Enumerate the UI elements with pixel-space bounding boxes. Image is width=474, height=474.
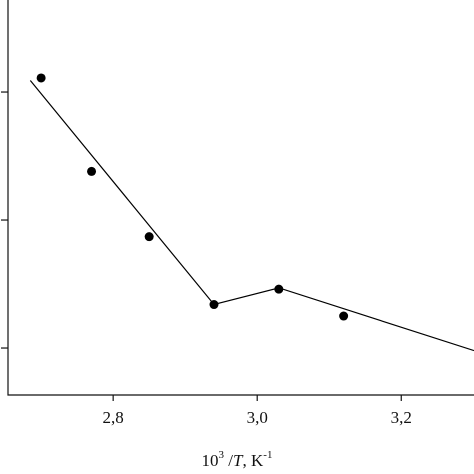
x-label-part: , K (243, 451, 265, 470)
x-tick-label: 3,2 (391, 408, 412, 427)
x-label-part: 10 (202, 451, 219, 470)
axis-frame (7, 0, 474, 396)
x-tick-label: 2,8 (103, 408, 124, 427)
data-point (274, 284, 284, 294)
x-axis-label: 103 /T, K-1 (202, 449, 273, 470)
x-label-part: T (233, 451, 244, 470)
x-tick-label: 3,0 (247, 408, 268, 427)
x-label-part: / (224, 451, 233, 470)
x-label-part: -1 (263, 449, 272, 461)
data-point (144, 232, 154, 242)
data-point (36, 73, 46, 83)
data-point (87, 166, 97, 176)
data-point (339, 311, 349, 321)
fit-line (29, 80, 474, 352)
x-label-part: 3 (219, 449, 225, 461)
